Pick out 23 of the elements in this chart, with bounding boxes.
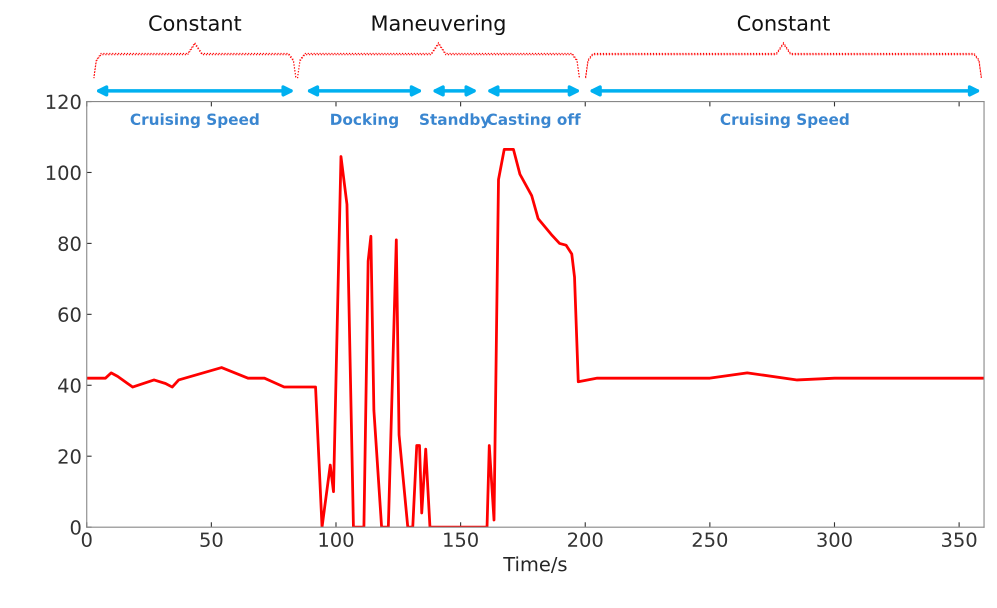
y-tick-label: 100 [46,165,81,180]
x-tick-label: 200 [568,532,603,548]
y-tick-label: 80 [58,236,81,252]
annotation: Cruising Speed [130,113,259,128]
x-tick-label: 50 [200,532,222,548]
x-tick-label: 100 [320,532,354,548]
y-tick-label: 0 [70,520,81,535]
annotation: Cruising Speed [720,113,849,128]
y-tick-label: 40 [58,378,81,393]
x-tick-label: 0 [82,532,92,548]
annotation: Casting off [487,113,581,128]
text: Constant [149,15,242,31]
y-tick-label: 120 [46,94,81,110]
x-tick-label: 350 [942,532,976,548]
annotation: Docking [331,113,398,128]
y-tick-label: 20 [58,449,81,464]
x-tick-label: 150 [444,532,478,548]
text: Constant [738,15,830,31]
x-tick-label: 300 [817,532,852,548]
text: Maneuvering [372,14,505,36]
x-tick-label: 250 [692,532,728,548]
x-axis-title: Time/s [503,556,567,573]
y-tick-label: 60 [58,307,81,322]
